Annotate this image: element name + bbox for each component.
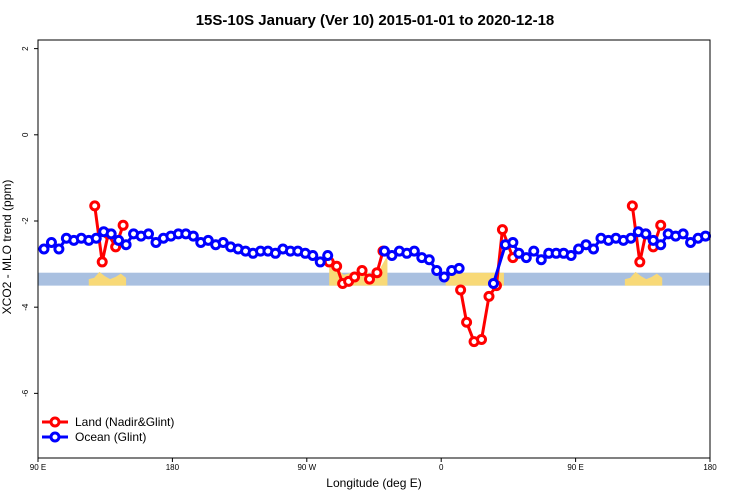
- x-tick-label: 180: [166, 463, 180, 472]
- legend-marker: [49, 431, 61, 443]
- x-axis-label: Longitude (deg E): [326, 476, 421, 490]
- data-point: [113, 234, 125, 246]
- data-point: [634, 256, 646, 268]
- x-axis: 90 E 180 90 W 0 90 E 180: [30, 458, 717, 472]
- data-point: [371, 267, 383, 279]
- y-axis: 2 0 -2 -4 -6: [21, 46, 38, 397]
- data-point: [461, 316, 473, 328]
- y-axis-label: XCO2 - MLO trend (ppm): [0, 180, 14, 315]
- data-point: [535, 254, 547, 266]
- x-tick-label: 180: [703, 463, 717, 472]
- data-point: [580, 239, 592, 251]
- data-point: [89, 200, 101, 212]
- y-tick-label: -4: [21, 303, 30, 311]
- data-point: [483, 290, 495, 302]
- data-point: [507, 237, 519, 249]
- data-point: [655, 239, 667, 251]
- data-point: [217, 237, 229, 249]
- data-point: [573, 243, 585, 255]
- data-point: [150, 237, 162, 249]
- data-point: [487, 277, 499, 289]
- data-point: [438, 271, 450, 283]
- data-point: [117, 219, 129, 231]
- data-point: [356, 265, 368, 277]
- data-point: [45, 237, 57, 249]
- data-point: [528, 245, 540, 257]
- data-point: [640, 228, 652, 240]
- legend: Land (Nadir&Glint)Ocean (Glint): [42, 415, 174, 444]
- data-point: [685, 237, 697, 249]
- legend-label: Ocean (Glint): [75, 430, 146, 444]
- x-tick-label: 90 E: [567, 463, 583, 472]
- series-1: [38, 226, 712, 289]
- data-point: [386, 249, 398, 261]
- data-point: [513, 247, 525, 259]
- data-point: [307, 249, 319, 261]
- data-point: [269, 247, 281, 259]
- land-profile-3: [624, 271, 663, 286]
- data-point: [453, 262, 465, 274]
- data-point: [677, 228, 689, 240]
- data-point: [431, 265, 443, 277]
- data-point: [520, 252, 532, 264]
- data-point: [625, 232, 637, 244]
- data-point: [120, 239, 132, 251]
- data-point: [96, 256, 108, 268]
- data-point: [202, 234, 214, 246]
- x-tick-label: 90 W: [297, 463, 316, 472]
- data-point: [90, 232, 102, 244]
- legend-label: Land (Nadir&Glint): [75, 415, 174, 429]
- land-profile-0: [88, 271, 127, 286]
- y-tick-label: 0: [21, 132, 30, 137]
- y-tick-label: -6: [21, 389, 30, 397]
- data-point: [331, 260, 343, 272]
- data-point: [565, 249, 577, 261]
- data-point: [378, 245, 390, 257]
- data-point: [143, 228, 155, 240]
- data-point: [588, 243, 600, 255]
- data-point: [187, 230, 199, 242]
- data-point: [423, 254, 435, 266]
- data-point: [38, 243, 50, 255]
- data-point: [314, 256, 326, 268]
- x-tick-label: 0: [439, 463, 444, 472]
- data-point: [349, 271, 361, 283]
- y-tick-label: -2: [21, 217, 30, 225]
- data-point: [700, 230, 712, 242]
- chart-title: 15S-10S January (Ver 10) 2015-01-01 to 2…: [196, 12, 555, 29]
- data-point: [364, 273, 376, 285]
- data-point: [408, 245, 420, 257]
- legend-marker: [49, 416, 61, 428]
- data-point: [496, 224, 508, 236]
- data-point: [455, 284, 467, 296]
- data-point: [322, 249, 334, 261]
- data-point: [655, 219, 667, 231]
- data-point: [105, 228, 117, 240]
- x-tick-label: 90 E: [30, 463, 46, 472]
- data-point: [476, 333, 488, 345]
- data-point: [626, 200, 638, 212]
- plot-area: [38, 200, 712, 348]
- y-tick-label: 2: [21, 46, 30, 51]
- data-point: [53, 243, 65, 255]
- plot-frame: [37, 39, 711, 459]
- data-point: [647, 234, 659, 246]
